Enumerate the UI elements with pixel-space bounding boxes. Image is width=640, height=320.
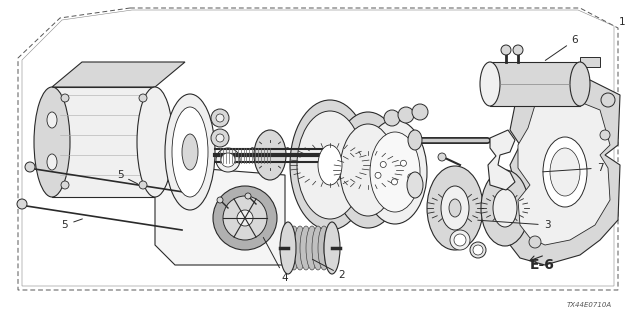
Text: 6: 6 xyxy=(545,35,579,60)
Ellipse shape xyxy=(223,196,267,240)
Ellipse shape xyxy=(473,245,483,255)
Polygon shape xyxy=(580,57,600,67)
Polygon shape xyxy=(488,130,515,190)
Ellipse shape xyxy=(454,234,466,246)
Ellipse shape xyxy=(216,148,240,172)
Ellipse shape xyxy=(182,134,198,170)
Ellipse shape xyxy=(401,160,406,166)
Ellipse shape xyxy=(427,166,483,250)
Polygon shape xyxy=(52,62,185,87)
Ellipse shape xyxy=(211,129,229,147)
Ellipse shape xyxy=(529,236,541,248)
Ellipse shape xyxy=(61,94,69,102)
Ellipse shape xyxy=(340,124,396,216)
Ellipse shape xyxy=(450,230,470,250)
Text: 4: 4 xyxy=(263,237,288,283)
Polygon shape xyxy=(490,62,580,106)
Ellipse shape xyxy=(375,172,381,178)
Ellipse shape xyxy=(213,186,277,250)
Ellipse shape xyxy=(513,45,523,55)
Ellipse shape xyxy=(137,87,173,197)
Ellipse shape xyxy=(324,226,336,270)
Ellipse shape xyxy=(61,181,69,189)
Polygon shape xyxy=(510,80,620,265)
Ellipse shape xyxy=(47,154,57,170)
Ellipse shape xyxy=(47,112,57,128)
Polygon shape xyxy=(518,98,610,245)
Text: TX44E0710A: TX44E0710A xyxy=(567,302,612,308)
Ellipse shape xyxy=(211,109,229,127)
Ellipse shape xyxy=(221,153,235,167)
Polygon shape xyxy=(52,87,155,197)
Text: 5: 5 xyxy=(61,219,83,230)
Ellipse shape xyxy=(493,189,517,227)
Polygon shape xyxy=(155,165,285,265)
Ellipse shape xyxy=(237,210,253,226)
Ellipse shape xyxy=(280,222,296,274)
Text: 2: 2 xyxy=(312,259,346,280)
Ellipse shape xyxy=(601,93,615,107)
Ellipse shape xyxy=(17,199,27,209)
Ellipse shape xyxy=(543,137,587,207)
Ellipse shape xyxy=(392,179,397,185)
Ellipse shape xyxy=(412,104,428,120)
Ellipse shape xyxy=(216,134,224,142)
Ellipse shape xyxy=(139,94,147,102)
Ellipse shape xyxy=(306,226,318,270)
Ellipse shape xyxy=(318,145,342,185)
Ellipse shape xyxy=(245,193,251,199)
Text: 5: 5 xyxy=(116,170,138,184)
Text: 3: 3 xyxy=(478,220,550,230)
Ellipse shape xyxy=(282,226,294,270)
Ellipse shape xyxy=(407,172,423,198)
Ellipse shape xyxy=(165,94,215,210)
Ellipse shape xyxy=(288,226,300,270)
Ellipse shape xyxy=(408,130,422,150)
Ellipse shape xyxy=(25,162,35,172)
Ellipse shape xyxy=(398,107,414,123)
Ellipse shape xyxy=(254,130,286,180)
Ellipse shape xyxy=(363,120,427,224)
Ellipse shape xyxy=(312,226,324,270)
Ellipse shape xyxy=(217,197,223,203)
Ellipse shape xyxy=(438,153,446,161)
Ellipse shape xyxy=(290,100,370,230)
Ellipse shape xyxy=(481,170,529,246)
Ellipse shape xyxy=(449,199,461,217)
Ellipse shape xyxy=(333,112,403,228)
Ellipse shape xyxy=(408,174,414,180)
Ellipse shape xyxy=(380,162,386,167)
Ellipse shape xyxy=(139,181,147,189)
Ellipse shape xyxy=(470,242,486,258)
Ellipse shape xyxy=(318,226,330,270)
Ellipse shape xyxy=(570,62,590,106)
Ellipse shape xyxy=(480,62,500,106)
Ellipse shape xyxy=(441,186,469,230)
Ellipse shape xyxy=(294,226,306,270)
Ellipse shape xyxy=(300,226,312,270)
Text: E-6: E-6 xyxy=(530,258,555,272)
Ellipse shape xyxy=(172,107,208,197)
Ellipse shape xyxy=(370,132,420,212)
Ellipse shape xyxy=(384,110,400,126)
Ellipse shape xyxy=(501,45,511,55)
Text: 1: 1 xyxy=(619,17,625,27)
Ellipse shape xyxy=(216,114,224,122)
Ellipse shape xyxy=(324,222,340,274)
Ellipse shape xyxy=(34,87,70,197)
Text: 7: 7 xyxy=(543,163,604,173)
Ellipse shape xyxy=(600,130,610,140)
Ellipse shape xyxy=(550,148,580,196)
Ellipse shape xyxy=(297,111,363,219)
